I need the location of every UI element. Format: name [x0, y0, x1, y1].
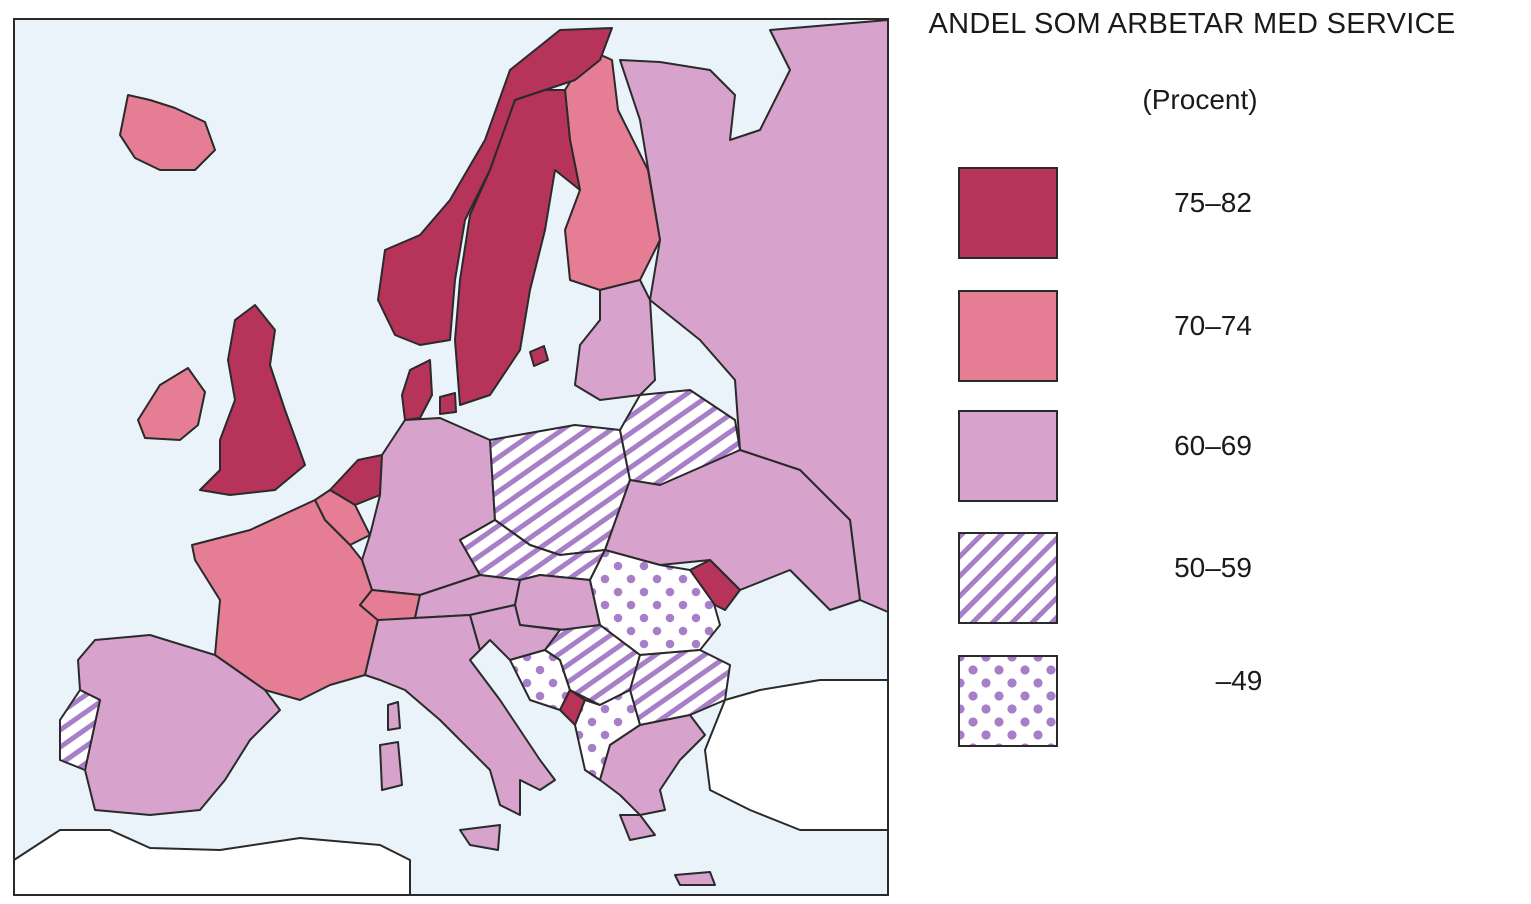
region-italy [364, 614, 556, 816]
region-greece [599, 714, 706, 816]
region-cyprus [674, 871, 716, 886]
region-corsica [387, 701, 401, 731]
region-iceland [119, 94, 216, 171]
region-hungary [514, 574, 601, 631]
legend-swatch-75-82 [958, 167, 1058, 259]
region-gotland [529, 345, 549, 367]
region-sardinia [379, 741, 403, 791]
region-ireland [137, 367, 206, 441]
region-denmark-islands [439, 392, 457, 415]
legend-swatch-under-49 [958, 655, 1058, 747]
region-baltics [574, 279, 656, 401]
legend-label-under-49: –49 [1215, 665, 1263, 696]
legend-label-75-82: 75–82 [1174, 187, 1252, 218]
legend-item-60-69: 60–69 [958, 410, 1378, 510]
region-united-kingdom [199, 304, 306, 496]
region-crete [619, 814, 656, 841]
legend-swatch-50-59 [958, 532, 1058, 624]
legend-item-50-59: 50–59 [958, 532, 1378, 632]
legend-label-70-74: 70–74 [1174, 310, 1252, 341]
region-portugal [59, 689, 101, 771]
region-turkey [704, 679, 889, 831]
legend-swatch-60-69 [958, 410, 1058, 502]
legend-label-50-59: 50–59 [1174, 552, 1252, 583]
legend-item-70-74: 70–74 [958, 290, 1378, 390]
map-title: ANDEL SOM ARBETAR MED SERVICE [928, 8, 1456, 40]
map-subtitle: (Procent) [1142, 84, 1258, 115]
legend-label-60-69: 60–69 [1174, 430, 1252, 461]
region-sicily [459, 824, 501, 851]
region-norway [377, 27, 613, 346]
legend-swatch-70-74 [958, 290, 1058, 382]
region-denmark [401, 359, 433, 421]
region-north-africa [13, 829, 411, 896]
legend-item-under-49: –49 [958, 655, 1378, 755]
region-sweden [454, 89, 581, 406]
legend-item-75-82: 75–82 [958, 167, 1378, 267]
region-moldova [689, 559, 741, 611]
